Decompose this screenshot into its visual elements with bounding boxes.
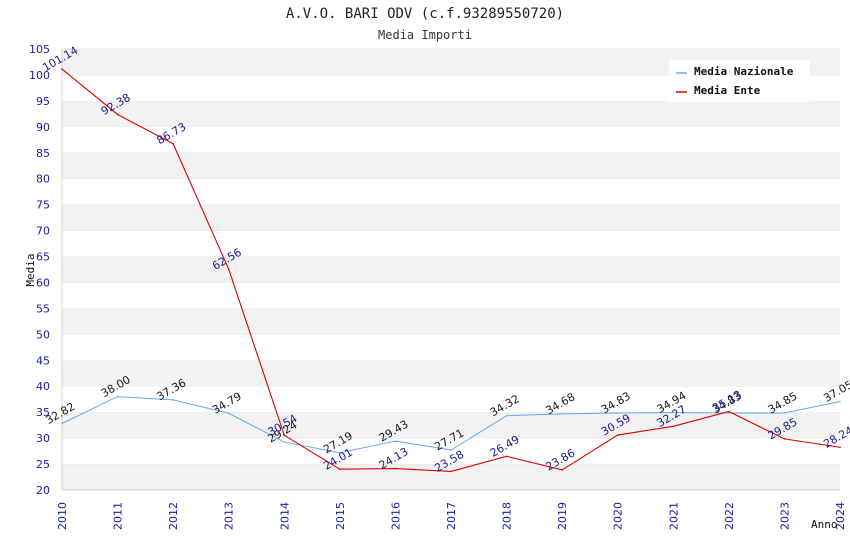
data-point: [116, 113, 119, 116]
legend-label-media-ente: Media Ente: [694, 84, 761, 97]
grid-band: [62, 386, 840, 413]
data-point: [505, 414, 508, 417]
data-point: [283, 434, 286, 437]
data-point: [839, 446, 841, 449]
grid-band: [62, 100, 840, 127]
y-tick-label: 65: [36, 251, 50, 264]
y-tick-label: 85: [36, 147, 50, 160]
data-point: [728, 412, 730, 414]
grid-band: [62, 438, 840, 465]
data-point: [839, 400, 841, 403]
y-axis-ticks: 20 25 30 35 40 45 50 55 60 65 70 75 80 85 90 95 100 105: [29, 43, 50, 497]
data-point: [728, 410, 730, 413]
y-tick-label: 95: [36, 95, 50, 108]
grid-bands: [61, 48, 840, 491]
data-point: [116, 395, 119, 398]
y-tick-label: 60: [36, 276, 50, 289]
x-tick-label: 2012: [167, 502, 180, 530]
x-tick-label: 2023: [778, 502, 791, 530]
y-tick-label: 40: [36, 380, 50, 393]
x-tick-label: 2019: [556, 502, 569, 530]
grid-band: [62, 334, 840, 361]
x-tick-label: 2020: [612, 502, 625, 530]
data-point: [616, 434, 619, 436]
y-tick-label: 75: [36, 199, 50, 212]
x-axis-label: Anno: [811, 518, 838, 531]
data-point: [672, 425, 675, 428]
data-point: [783, 438, 786, 440]
x-tick-label: 2024: [834, 502, 847, 530]
y-tick-label: 70: [36, 225, 50, 238]
chart-title: A.V.O. BARI ODV (c.f.93289550720): [286, 6, 564, 22]
y-tick-label: 80: [36, 173, 50, 186]
data-point: [172, 142, 174, 145]
y-tick-label: 45: [36, 354, 50, 367]
grid-band: [62, 230, 840, 257]
data-point: [616, 412, 619, 414]
y-tick-label: 90: [36, 121, 50, 134]
grid-band: [62, 152, 840, 179]
data-point: [672, 411, 675, 414]
data-point: [283, 441, 286, 443]
grid-band: [62, 178, 840, 205]
x-axis-ticks: 2010 2011 2012 2013 2014 2015 2016 2017 2018 2019…: [56, 502, 847, 530]
grid-band: [62, 256, 840, 283]
x-tick-label: 2013: [223, 502, 236, 530]
grid-band: [62, 282, 840, 309]
y-axis-label: Media: [24, 253, 37, 286]
data-point: [61, 422, 63, 425]
grid-band: [62, 464, 840, 490]
y-tick-label: 35: [36, 406, 50, 419]
legend-box: [669, 60, 810, 102]
y-tick-label: 50: [36, 328, 50, 341]
y-tick-label: 20: [36, 484, 50, 497]
x-tick-label: 2016: [389, 502, 402, 530]
series-lines: [61, 68, 841, 473]
data-point: [783, 412, 786, 414]
data-point: [339, 451, 341, 454]
data-point: [61, 68, 63, 70]
grid-band: [62, 308, 840, 335]
grid-band: [62, 126, 840, 153]
data-point: [172, 399, 174, 401]
x-tick-label: 2017: [445, 502, 458, 530]
data-point: [227, 412, 230, 415]
y-tick-label: 55: [36, 302, 50, 315]
chart-subtitle: Media Importi: [378, 28, 472, 42]
data-point: [450, 449, 452, 451]
grid-band: [62, 204, 840, 231]
data-point: [561, 413, 563, 415]
grid-band: [62, 360, 840, 387]
data-point: [394, 440, 397, 442]
x-tick-label: 2021: [667, 502, 680, 530]
x-tick-label: 2015: [334, 502, 347, 530]
x-tick-label: 2010: [56, 502, 69, 530]
y-tick-label: 105: [29, 43, 50, 56]
legend-label-media-nazionale: Media Nazionale: [694, 65, 794, 78]
data-point: [505, 455, 508, 458]
y-tick-label: 30: [36, 432, 50, 445]
y-tick-label: 100: [29, 69, 50, 82]
data-point: [561, 469, 563, 471]
y-tick-label: 25: [36, 458, 50, 471]
data-point: [394, 467, 397, 470]
legend: Media Nazionale Media Ente: [669, 60, 810, 102]
data-point: [450, 470, 452, 473]
x-tick-label: 2014: [278, 502, 291, 530]
x-tick-label: 2022: [723, 502, 736, 530]
x-tick-label: 2011: [112, 502, 125, 530]
x-tick-label: 2018: [501, 502, 514, 530]
data-point: [227, 268, 230, 270]
data-point: [339, 468, 341, 470]
